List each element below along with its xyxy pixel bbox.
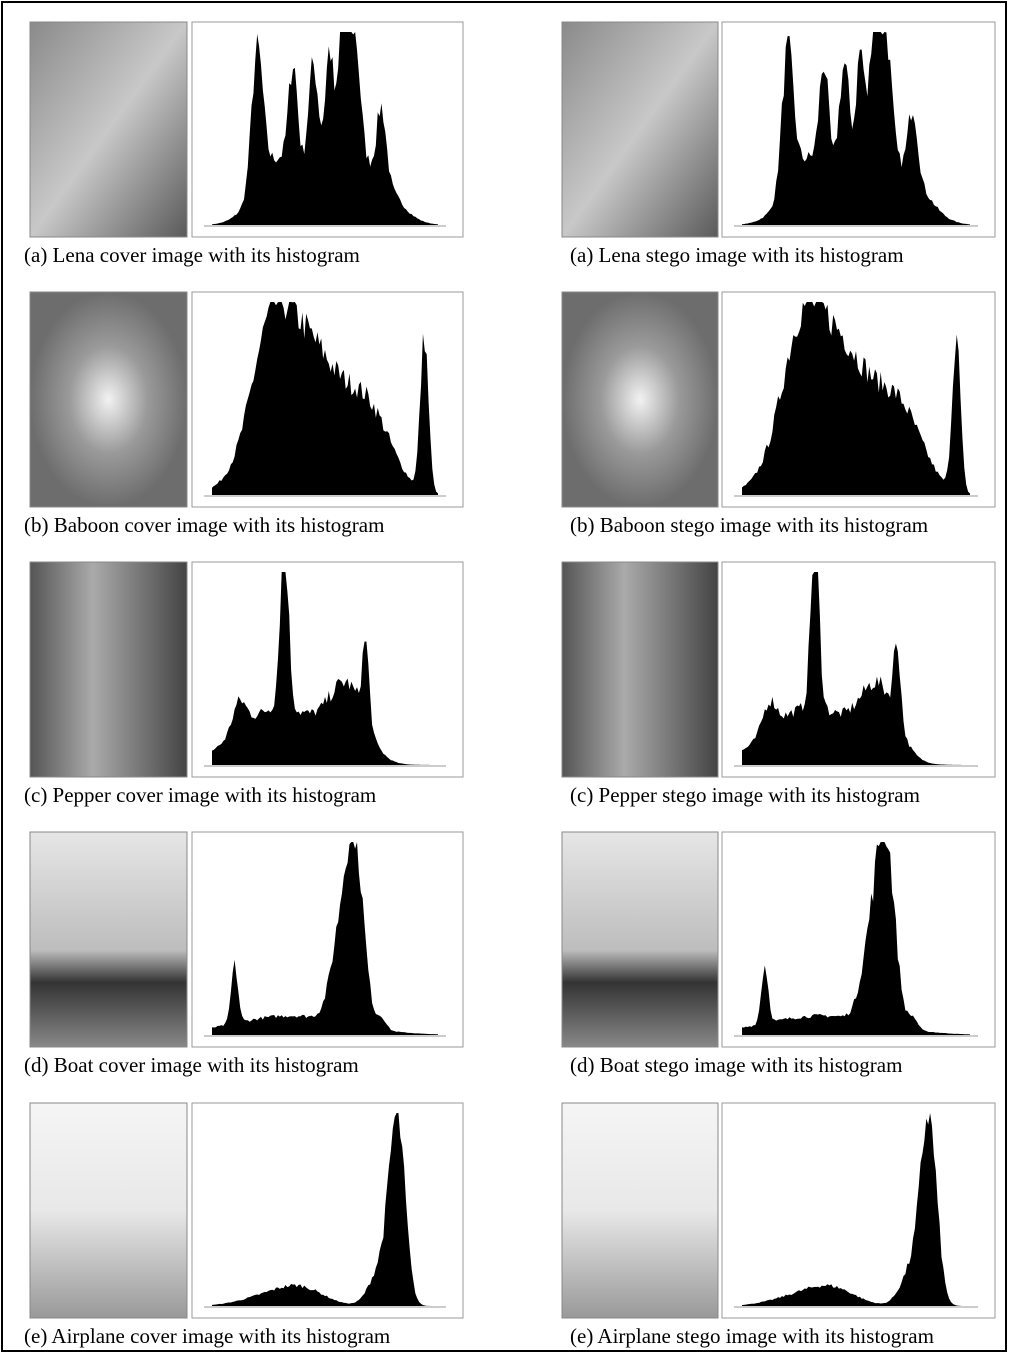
histogram-shape <box>742 32 970 225</box>
test-image <box>29 1102 188 1319</box>
caption: (d) Boat stego image with its histogram <box>570 1053 902 1077</box>
histogram-shape <box>212 572 438 765</box>
histogram-shape <box>742 1113 970 1306</box>
histogram-shape <box>212 1113 438 1306</box>
test-image <box>561 291 719 508</box>
histogram-shape <box>742 572 970 765</box>
histogram-shape <box>212 302 438 495</box>
caption: (c) Pepper cover image with its histogra… <box>24 783 376 807</box>
histogram-frame <box>721 1102 996 1319</box>
caption: (a) Lena cover image with its histogram <box>24 243 360 267</box>
test-image <box>561 831 719 1048</box>
histogram-frame <box>191 1102 464 1319</box>
test-image <box>29 21 188 238</box>
test-image <box>29 291 188 508</box>
caption: (a) Lena stego image with its histogram <box>570 243 904 267</box>
histogram-shape <box>742 302 970 495</box>
test-image <box>561 21 719 238</box>
caption: (e) Airplane stego image with its histog… <box>570 1324 934 1348</box>
test-image <box>561 561 719 778</box>
histogram-shape <box>742 842 970 1035</box>
caption: (d) Boat cover image with its histogram <box>24 1053 359 1077</box>
test-image <box>29 561 188 778</box>
caption: (b) Baboon stego image with its histogra… <box>570 513 928 537</box>
test-image <box>561 1102 719 1319</box>
histogram-shape <box>212 32 438 225</box>
caption: (b) Baboon cover image with its histogra… <box>24 513 384 537</box>
caption: (c) Pepper stego image with its histogra… <box>570 783 920 807</box>
test-image <box>29 831 188 1048</box>
caption: (e) Airplane cover image with its histog… <box>24 1324 390 1348</box>
histogram-shape <box>212 842 438 1035</box>
